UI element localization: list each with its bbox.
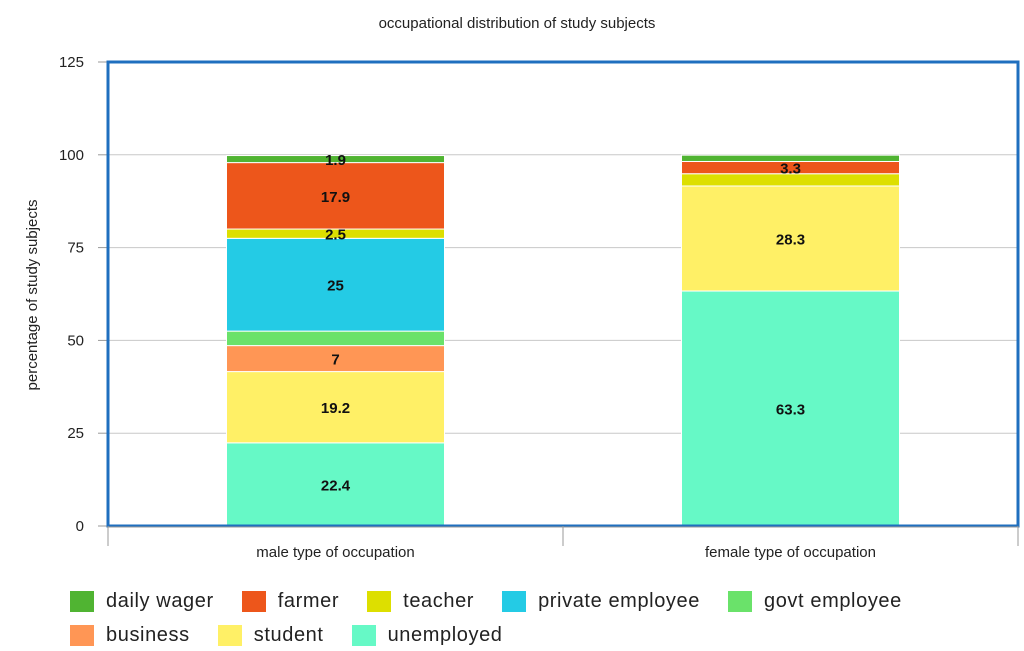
legend-swatch [70, 625, 94, 646]
bar-segment [681, 185, 900, 292]
legend-label: govt employee [763, 590, 902, 612]
legend-swatch [502, 591, 527, 612]
data-label: 63.3 [776, 402, 805, 419]
chart: occupational distribution of study subje… [24, 15, 1020, 561]
legend-item[interactable]: private employee [502, 590, 700, 613]
legend-label: teacher [403, 590, 475, 612]
data-label: 3.3 [780, 161, 801, 178]
legend-item[interactable]: govt employee [727, 590, 902, 613]
data-label: 28.3 [776, 232, 805, 249]
data-label: 7 [331, 352, 339, 369]
data-label: 17.9 [321, 189, 350, 206]
data-label: 25 [327, 278, 344, 295]
legend-item[interactable]: farmer [241, 590, 340, 613]
data-label: 19.2 [321, 400, 350, 417]
data-labels: 22.4 19.2 7 25 2.5 17.9 1.9 63.3 28.3 3.3 [321, 152, 805, 494]
legend-swatch [217, 625, 242, 646]
chart-title: occupational distribution of study subje… [379, 15, 656, 32]
legend-swatch [241, 591, 266, 612]
legend-swatch [70, 591, 94, 612]
y-axis-ticks: 0 25 50 75 100 125 [59, 54, 108, 535]
x-category-label: female type of occupation [705, 544, 876, 561]
y-tick-label: 100 [59, 147, 84, 164]
legend-swatch [351, 625, 376, 646]
bar-segment [226, 330, 445, 347]
x-category-label: male type of occupation [256, 544, 414, 561]
y-tick-label: 25 [67, 425, 84, 442]
legend-label: private employee [538, 590, 700, 612]
data-label: 1.9 [325, 152, 346, 169]
legend-label: unemployed [387, 624, 503, 646]
bar-segment [226, 237, 445, 332]
legend-label: business [106, 624, 190, 646]
legend-label: farmer [277, 590, 340, 612]
bar-segment [226, 371, 445, 444]
legend-item[interactable]: teacher [367, 590, 474, 613]
legend-label: student [253, 624, 324, 646]
legend-item[interactable]: business [70, 624, 190, 647]
y-tick-label: 50 [67, 332, 84, 349]
bar-segment [681, 154, 900, 162]
legend-label: daily wager [106, 590, 214, 612]
data-label: 2.5 [325, 227, 346, 244]
legend-item[interactable]: student [217, 624, 324, 647]
y-axis-label: percentage of study subjects [24, 200, 41, 391]
legend-swatch [367, 591, 392, 612]
x-axis-categories: male type of occupation female type of oc… [107, 526, 1019, 561]
data-label: 22.4 [321, 477, 351, 494]
y-tick-label: 125 [59, 54, 84, 71]
y-tick-label: 0 [76, 518, 84, 535]
bar-segment [226, 442, 445, 527]
legend-item[interactable]: unemployed [351, 624, 503, 647]
bar-segment [681, 290, 900, 527]
legend-swatch [727, 591, 752, 612]
bars [226, 154, 900, 527]
y-tick-label: 75 [67, 240, 84, 257]
legend: daily wager farmer teacher private employee… [70, 590, 1010, 647]
bar-segment [226, 155, 445, 164]
legend-item[interactable]: daily wager [70, 590, 214, 613]
